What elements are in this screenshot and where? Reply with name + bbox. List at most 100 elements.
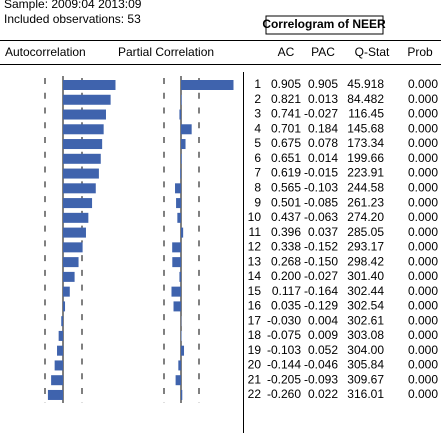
cell: 0.000 (408, 254, 438, 268)
title-box (265, 15, 384, 35)
cell: 0.000 (408, 328, 438, 342)
cell: 0.117 (272, 284, 301, 298)
cell: 21 (248, 372, 262, 386)
cell: 199.66 (347, 151, 384, 165)
cell: 4 (254, 121, 261, 135)
bar (61, 316, 63, 327)
cell: -0.129 (304, 299, 338, 313)
cell: 0.000 (408, 372, 438, 386)
cell: 0.000 (408, 313, 438, 327)
cell: -0.205 (267, 372, 301, 386)
cell: -0.075 (267, 328, 301, 342)
cell: 285.05 (347, 225, 384, 239)
bar (178, 360, 181, 371)
cell: 0.000 (408, 92, 438, 106)
bar (63, 257, 79, 268)
cell: 0.000 (408, 121, 438, 135)
cell: 304.00 (347, 343, 384, 357)
cell: 0.741 (271, 107, 301, 121)
bar (181, 389, 183, 400)
cell: 0.437 (271, 210, 301, 224)
cell: 0.184 (308, 121, 338, 135)
cell: 9 (254, 195, 261, 209)
cell: 0.000 (408, 240, 438, 254)
cell: 0.022 (308, 387, 338, 401)
cell: 2 (254, 92, 261, 106)
cell: 0.000 (408, 387, 438, 401)
bar (181, 139, 186, 150)
cell: -0.164 (304, 284, 338, 298)
bar (63, 109, 106, 120)
cell: -0.093 (304, 372, 338, 386)
cell: 0.905 (308, 77, 338, 91)
bar (51, 375, 63, 386)
bar (63, 242, 83, 253)
cell: 0.000 (408, 77, 438, 91)
cell: 0.501 (271, 195, 301, 209)
bar (175, 183, 181, 194)
sample: Sample: 2009:04 2013:09 (4, 0, 142, 11)
cell: 0.078 (308, 136, 338, 150)
bar (181, 94, 182, 105)
cell: 0.000 (408, 284, 438, 298)
bar (63, 286, 70, 297)
bar (57, 345, 63, 356)
cell: 293.17 (347, 240, 384, 254)
cell: 0.396 (271, 225, 301, 239)
bar (180, 168, 181, 179)
cell: 0.905 (271, 77, 301, 91)
cell: -0.103 (267, 343, 301, 357)
cell: 298.42 (347, 254, 384, 268)
cell: 45.918 (347, 77, 384, 91)
bar (63, 301, 66, 312)
cell: 0.200 (271, 269, 301, 283)
bar (181, 345, 185, 356)
cell: 0.035 (271, 299, 301, 313)
cell: 0.821 (271, 92, 301, 106)
cell: 302.61 (347, 313, 384, 327)
cell: -0.150 (304, 254, 338, 268)
bar (181, 124, 192, 135)
bar (54, 360, 63, 371)
cell: 0.701 (271, 121, 301, 135)
bar (173, 301, 181, 312)
cell: 15 (248, 284, 262, 298)
cell: 22 (248, 387, 262, 401)
bar (63, 139, 103, 150)
bar (179, 109, 181, 120)
cell: 261.23 (347, 195, 384, 209)
bar (181, 80, 234, 90)
cell: -0.027 (304, 107, 338, 121)
bar (176, 198, 181, 209)
cell: 305.84 (347, 358, 384, 372)
bar (172, 257, 181, 268)
observations: Included observations: 53 (4, 12, 141, 26)
title: Correlogram of NEER (262, 17, 386, 31)
cell: -0.015 (304, 166, 338, 180)
bar (171, 286, 181, 297)
cell: 223.91 (347, 166, 384, 180)
column-header: AC (278, 45, 295, 59)
bar (63, 227, 86, 238)
cell: 0.052 (308, 343, 338, 357)
cell: 116.45 (348, 107, 384, 121)
bar (47, 389, 63, 400)
cell: 0.009 (308, 328, 338, 342)
cell: 0.000 (408, 358, 438, 372)
bar (63, 168, 99, 179)
cell: 0.000 (408, 343, 438, 357)
cell: 274.20 (347, 210, 384, 224)
cell: 0.000 (408, 210, 438, 224)
cell: 0.565 (271, 180, 301, 194)
cell: 3 (254, 107, 261, 121)
bar (58, 330, 63, 341)
column-header: Prob (407, 45, 433, 59)
cell: 316.01 (347, 387, 384, 401)
cell: 8 (254, 180, 261, 194)
bar (63, 212, 89, 223)
bar (63, 153, 101, 164)
column-header: Autocorrelation (5, 45, 86, 59)
cell: 0.000 (408, 151, 438, 165)
cell: 0.675 (271, 136, 301, 150)
